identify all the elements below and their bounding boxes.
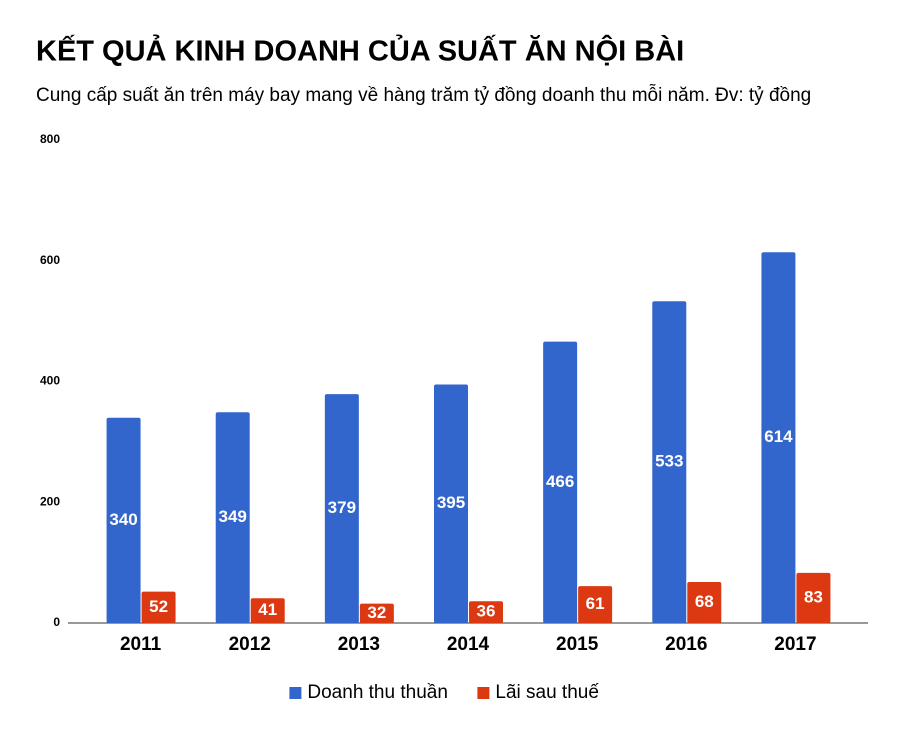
- bar: [215, 412, 250, 623]
- y-tick-label: 600: [40, 253, 60, 267]
- x-tick-label: 2014: [447, 634, 490, 655]
- bar: [434, 384, 468, 623]
- bar: [141, 591, 176, 623]
- y-tick-label: 800: [40, 132, 60, 146]
- chart-subtitle: Cung cấp suất ăn trên máy bay mang về hà…: [36, 84, 811, 106]
- bar: [687, 581, 722, 623]
- data-label: 466: [546, 472, 574, 491]
- bar: [324, 394, 359, 623]
- data-label: 614: [764, 427, 793, 446]
- data-label: 533: [655, 452, 683, 471]
- y-tick-label: 400: [40, 374, 60, 388]
- bar: [469, 601, 503, 623]
- bar: [578, 586, 613, 623]
- data-label: 41: [258, 600, 277, 619]
- y-tick-label: 200: [40, 494, 60, 508]
- data-label: 340: [109, 510, 137, 529]
- y-tick-label: 0: [53, 615, 60, 629]
- legend-label: Doanh thu thuần: [307, 682, 448, 703]
- x-tick-label: 2016: [665, 634, 707, 655]
- chart-title: KẾT QUẢ KINH DOANH CỦA SUẤT ĂN NỘI BÀI: [36, 34, 684, 68]
- bar: [761, 252, 796, 624]
- bar: [543, 341, 578, 623]
- x-tick-label: 2012: [229, 634, 271, 655]
- x-tick-label: 2013: [338, 634, 380, 655]
- data-label: 52: [149, 597, 168, 616]
- bar: [796, 572, 831, 623]
- bar: [106, 417, 141, 623]
- data-label: 36: [477, 602, 496, 621]
- data-label: 379: [328, 498, 356, 517]
- data-label: 32: [367, 603, 386, 622]
- bar: [359, 603, 394, 623]
- data-label: 83: [804, 587, 823, 606]
- bar: [652, 301, 687, 623]
- legend-swatch: [477, 687, 490, 699]
- bar: [250, 598, 285, 623]
- legend-label: Lãi sau thuế: [495, 682, 599, 703]
- x-tick-label: 2017: [774, 634, 816, 655]
- data-label: 61: [586, 594, 605, 613]
- data-label: 349: [219, 507, 247, 526]
- data-label: 395: [437, 493, 465, 512]
- data-label: 68: [695, 592, 714, 611]
- legend-swatch: [289, 687, 302, 699]
- x-tick-label: 2011: [120, 634, 162, 655]
- x-tick-label: 2015: [556, 634, 599, 655]
